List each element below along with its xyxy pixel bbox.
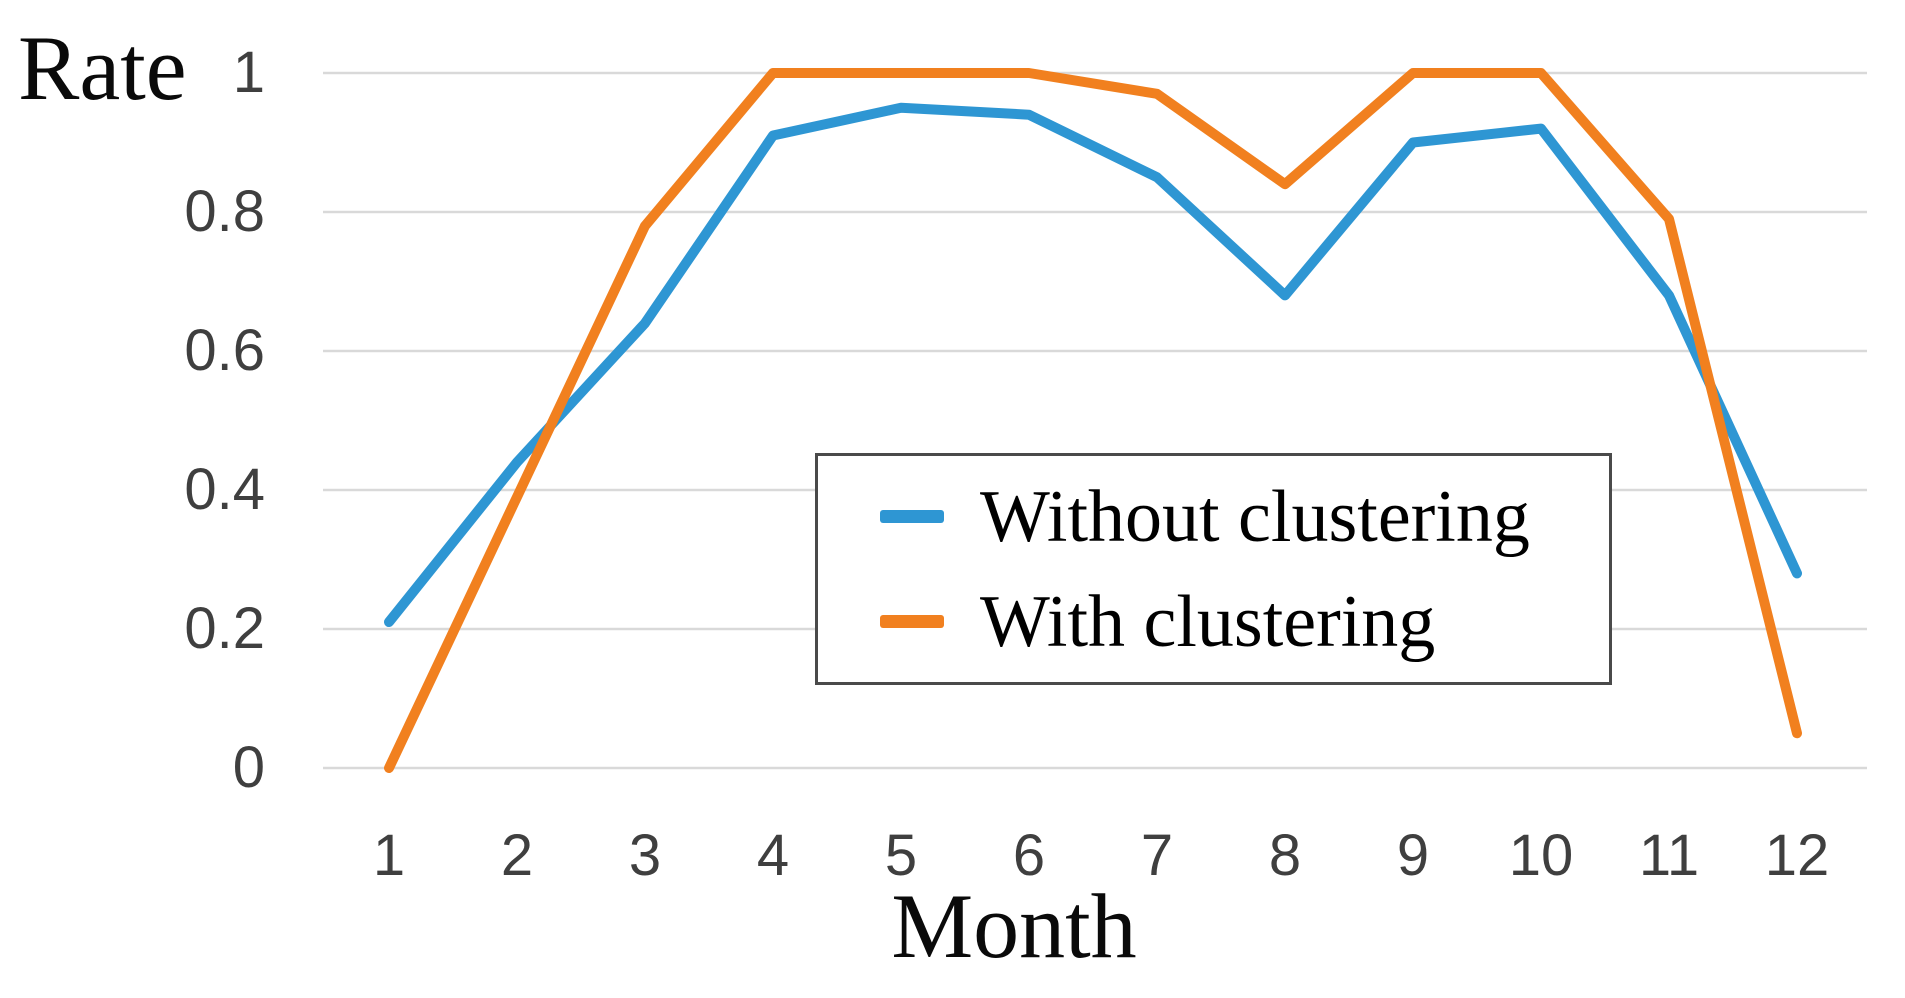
- legend-swatch-with-clustering: [880, 615, 944, 628]
- x-tick-label-10: 10: [1508, 823, 1574, 888]
- x-tick-label-3: 3: [628, 823, 662, 888]
- legend-label-without-clustering: Without clustering: [980, 475, 1530, 558]
- legend-label-with-clustering: With clustering: [980, 580, 1436, 663]
- y-axis-title: Rate: [18, 17, 187, 119]
- x-tick-label-4: 4: [756, 823, 790, 888]
- y-tick-label-1: 1: [232, 40, 265, 105]
- series-line-without-clustering: [384, 102, 1802, 628]
- y-tick-label-0.2: 0.2: [184, 596, 265, 661]
- legend-item-with-clustering: With clustering: [880, 585, 1609, 659]
- legend-item-without-clustering: Without clustering: [880, 480, 1609, 554]
- series-line-with-clustering: [384, 68, 1802, 773]
- x-tick-label-7: 7: [1140, 823, 1174, 888]
- x-tick-label-9: 9: [1396, 823, 1430, 888]
- x-axis-title: Month: [891, 875, 1137, 977]
- x-tick-label-2: 2: [500, 823, 534, 888]
- x-tick-label-12: 12: [1764, 823, 1830, 888]
- y-tick-label-0.4: 0.4: [184, 457, 265, 522]
- y-tick-label-0.8: 0.8: [184, 179, 265, 244]
- x-tick-label-8: 8: [1268, 823, 1302, 888]
- x-tick-label-11: 11: [1638, 823, 1700, 888]
- x-tick-label-1: 1: [372, 823, 406, 888]
- y-tick-label-0.6: 0.6: [184, 318, 265, 383]
- y-tick-label-0: 0: [232, 735, 265, 800]
- legend-swatch-without-clustering: [880, 510, 944, 523]
- x-tick-label-6: 6: [1012, 823, 1046, 888]
- legend: Without clustering With clustering: [815, 453, 1612, 685]
- x-tick-label-5: 5: [884, 823, 918, 888]
